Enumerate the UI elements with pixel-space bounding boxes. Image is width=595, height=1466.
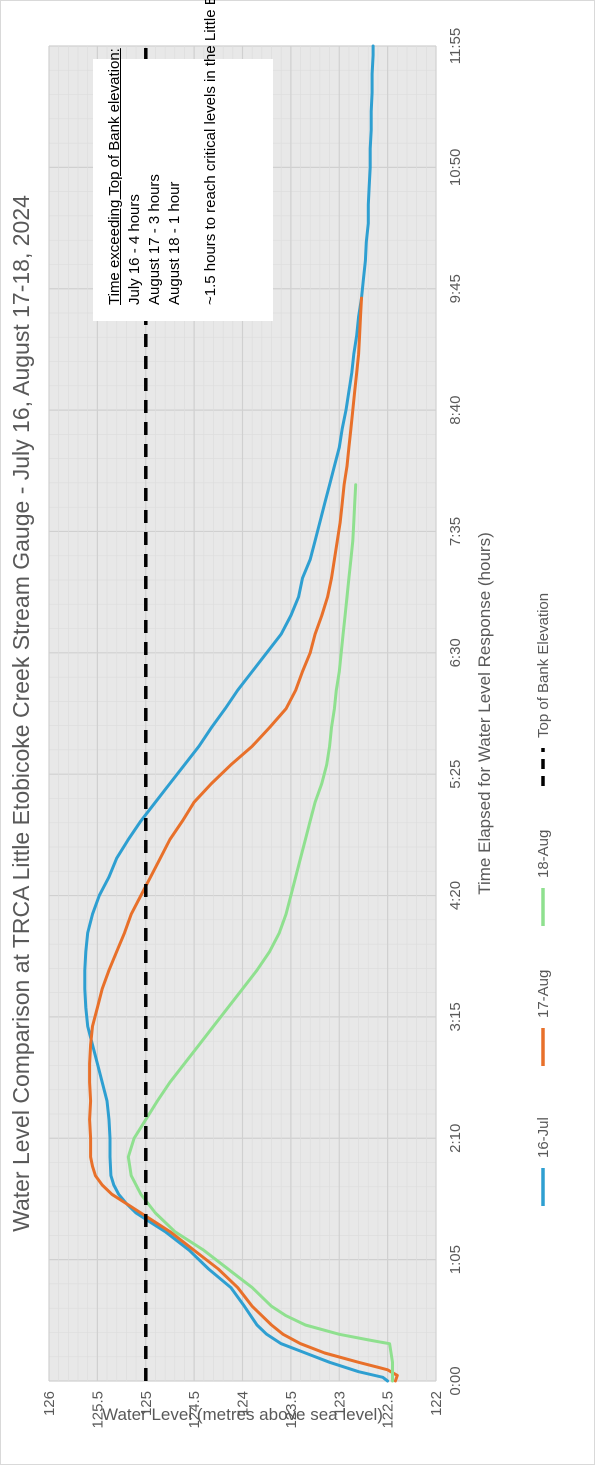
x-tick-label: 8:40 <box>447 395 464 424</box>
chart-title: Water Level Comparison at TRCA Little Et… <box>8 195 34 1232</box>
x-axis-ticks: 0:00 1:05 2:10 3:15 4:20 5:25 6:30 7:35 8:40 9:45… <box>447 28 464 1396</box>
y-tick-label: 124 <box>235 1391 252 1416</box>
x-tick-label: 4:20 <box>447 881 464 910</box>
x-tick-label: 2:10 <box>447 1124 464 1153</box>
series-line-18-aug <box>126 483 394 1383</box>
x-tick-label: 1:05 <box>447 1245 464 1274</box>
y-tick-label: 126 <box>41 1391 58 1416</box>
series-line-17-aug <box>88 296 399 1383</box>
x-tick-label: 9:45 <box>447 274 464 303</box>
y-tick-label: 122.5 <box>380 1391 397 1429</box>
x-tick-label: 6:30 <box>447 638 464 667</box>
series-line-16-jul <box>83 44 390 1383</box>
annotation-heading: Time exceeding Top of Bank elevation: <box>106 48 123 305</box>
annotation-spacer <box>185 75 201 305</box>
annotation-note: ~1.5 hours to reach critical levels in t… <box>202 0 219 305</box>
annotation-line-aug17: August 17 - 3 hours <box>146 174 163 305</box>
legend-label: 17-Aug <box>535 970 552 1018</box>
annotation-line-aug18: August 18 - 1 hour <box>166 181 183 305</box>
y-tick-label: 122 <box>428 1391 445 1416</box>
y-tick-label: 125.5 <box>89 1391 106 1429</box>
y-tick-label: 125 <box>138 1391 155 1416</box>
x-tick-label: 3:15 <box>447 1002 464 1031</box>
legend-label: Top of Bank Elevation <box>535 593 552 738</box>
legend-label: 18-Aug <box>535 830 552 878</box>
x-tick-label: 10:50 <box>447 149 464 187</box>
legend-label: 16-Jul <box>535 1117 552 1158</box>
y-axis-ticks: 122 122.5 123 123.5 124 124.5 125 125.5 126 <box>41 1391 445 1429</box>
y-tick-label: 124.5 <box>186 1391 203 1429</box>
annotation-box: Time exceeding Top of Bank elevation: Ju… <box>93 0 273 321</box>
y-tick-label: 123 <box>331 1391 348 1416</box>
annotation-line-july16: July 16 - 4 hours <box>126 194 143 305</box>
x-tick-label: 5:25 <box>447 760 464 789</box>
x-tick-label: 7:35 <box>447 517 464 546</box>
y-axis-title: Water Level (metres above sea level) <box>102 1405 383 1424</box>
x-tick-label: 11:55 <box>447 28 464 64</box>
legend: 16-Jul 17-Aug 18-Aug Top of Bank Elevation <box>535 593 552 1206</box>
y-tick-label: 123.5 <box>283 1391 300 1429</box>
x-tick-label: 0:00 <box>447 1366 464 1395</box>
x-axis-title: Time Elapsed for Water Level Response (h… <box>475 532 494 895</box>
